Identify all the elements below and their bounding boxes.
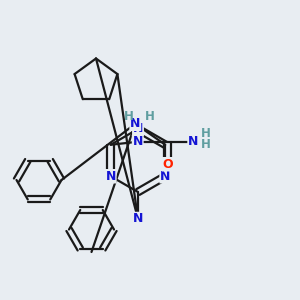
Text: N: N xyxy=(133,122,143,136)
Text: H: H xyxy=(201,138,211,151)
Text: N: N xyxy=(106,170,116,183)
Text: H: H xyxy=(124,110,134,123)
Text: H: H xyxy=(145,110,155,123)
Text: N: N xyxy=(130,117,140,130)
Text: N: N xyxy=(160,170,170,183)
Text: N: N xyxy=(133,212,143,226)
Text: N: N xyxy=(133,135,143,148)
Text: O: O xyxy=(162,158,173,171)
Text: N: N xyxy=(188,135,198,148)
Text: H: H xyxy=(201,127,211,140)
